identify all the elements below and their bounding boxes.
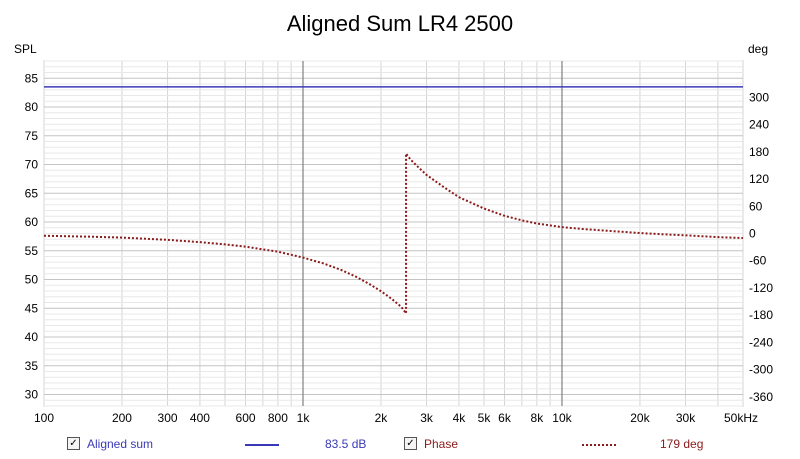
series-group [43, 86, 744, 317]
x-tick-label: 3k [420, 411, 434, 425]
phase-series-line [43, 150, 744, 317]
x-tick-label: 4k [453, 411, 467, 425]
x-tick-label: 200 [112, 411, 132, 425]
major-grid [302, 61, 563, 406]
x-tick-label: 5k [478, 411, 492, 425]
phase-checkbox[interactable]: ✓ [404, 437, 417, 450]
y-left-tick-label: 70 [25, 158, 39, 172]
y-left-tick-label: 55 [25, 244, 39, 258]
x-tick-label: 8k [531, 411, 545, 425]
x-tick-label: 400 [190, 411, 210, 425]
y-right-tick-labels: -360 -300 -240 -180 -120 -60 0 60 120 180 240 300 [749, 90, 773, 404]
x-tick-label: 20k [630, 411, 650, 425]
x-tick-label: 2k [375, 411, 389, 425]
y-right-tick-label: -180 [749, 308, 773, 322]
y-right-tick-label: -240 [749, 335, 773, 349]
y-right-tick-label: -300 [749, 363, 773, 377]
y-left-tick-label: 30 [25, 388, 39, 402]
x-tick-label: 30k [676, 411, 696, 425]
x-tick-label: 300 [158, 411, 178, 425]
y-right-tick-label: 300 [749, 90, 769, 104]
right-axis-label: deg [748, 42, 768, 56]
left-axis-label: SPL [14, 42, 37, 56]
y-left-tick-label: 80 [25, 100, 39, 114]
y-right-tick-label: 240 [749, 118, 769, 132]
x-tick-label: 10k [552, 411, 572, 425]
phase-legend-label: Phase [424, 437, 459, 451]
aligned-sum-value: 83.5 dB [325, 437, 367, 451]
phase-legend-swatch [582, 444, 616, 446]
y-left-tick-label: 60 [25, 215, 39, 229]
y-left-tick-label: 45 [25, 301, 39, 315]
aligned-sum-legend-label: Aligned sum [87, 437, 154, 451]
y-left-tick-label: 75 [25, 129, 39, 143]
x-tick-label: 50kHz [724, 411, 758, 425]
minor-grid [43, 60, 744, 407]
y-right-tick-label: 0 [749, 227, 756, 241]
x-tick-label: 800 [268, 411, 288, 425]
x-tick-label: 100 [34, 411, 54, 425]
chart-title: Aligned Sum LR4 2500 [287, 11, 513, 36]
y-left-tick-label: 35 [25, 359, 39, 373]
y-right-tick-label: 60 [749, 199, 763, 213]
y-right-tick-label: -120 [749, 281, 773, 295]
y-left-tick-label: 85 [25, 71, 39, 85]
x-tick-label: 600 [236, 411, 256, 425]
phase-value: 179 deg [660, 437, 704, 451]
x-tick-label: 1k [297, 411, 311, 425]
y-right-tick-label: -60 [749, 254, 767, 268]
aligned-sum-checkbox[interactable]: ✓ [67, 437, 80, 450]
x-tick-label: 6k [498, 411, 512, 425]
y-right-tick-label: 120 [749, 172, 769, 186]
aligned-sum-legend-swatch [245, 444, 279, 446]
y-left-tick-label: 50 [25, 273, 39, 287]
x-tick-labels: 100 200 300 400 600 800 1k 2k 3k 4k 5k 6k 8k 10k 20k 30… [34, 411, 758, 425]
y-left-tick-label: 40 [25, 330, 39, 344]
y-right-tick-label: 180 [749, 145, 769, 159]
y-left-tick-labels: 30 35 40 45 50 55 60 65 70 75 80 85 [25, 71, 39, 401]
legend: ✓ Aligned sum 83.5 dB ✓ Phase 179 deg [0, 437, 800, 453]
y-left-tick-label: 65 [25, 186, 39, 200]
y-right-tick-label: -360 [749, 390, 773, 404]
